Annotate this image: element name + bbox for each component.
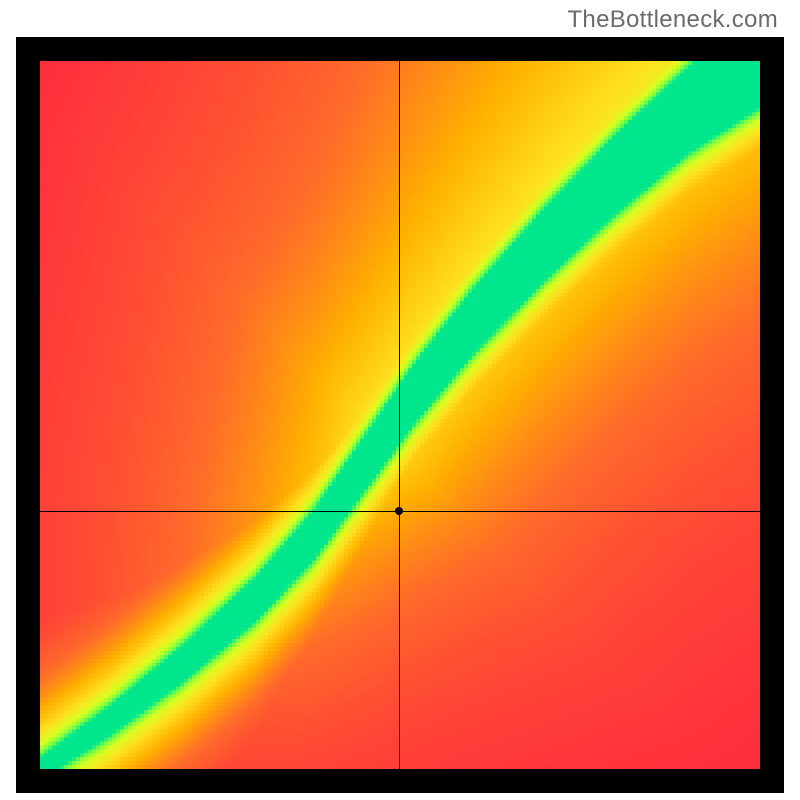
chart-container: TheBottleneck.com bbox=[0, 0, 800, 800]
crosshair-dot bbox=[395, 507, 403, 515]
watermark-text: TheBottleneck.com bbox=[567, 6, 778, 34]
heatmap-canvas bbox=[40, 61, 760, 769]
chart-frame bbox=[16, 37, 784, 793]
heatmap-plot bbox=[40, 61, 760, 769]
crosshair-vertical bbox=[399, 61, 400, 769]
